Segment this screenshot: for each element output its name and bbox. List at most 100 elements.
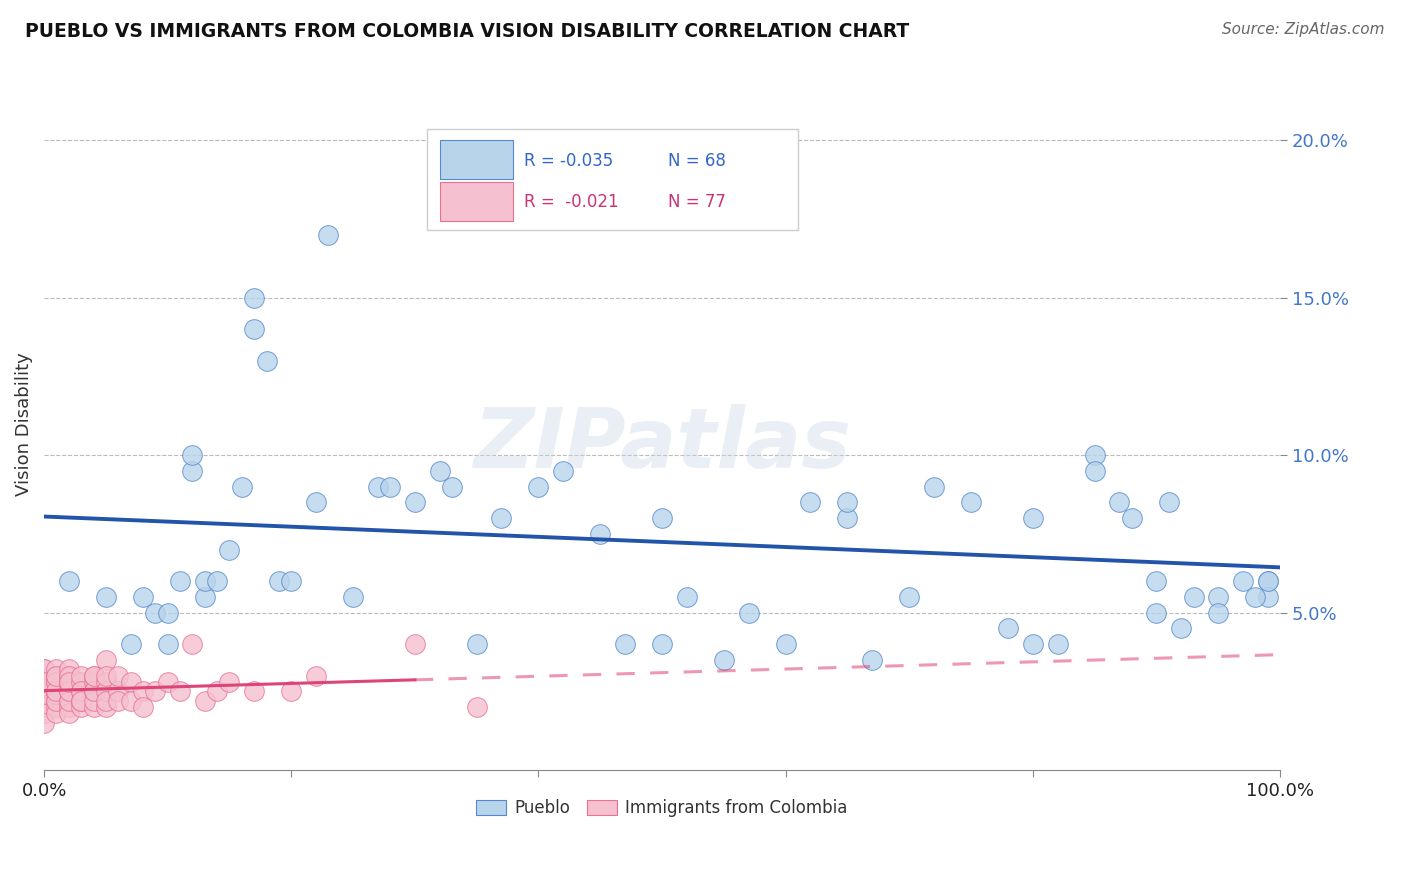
Point — [45, 706, 67, 721]
Point — [837, 495, 859, 509]
Point — [860, 653, 883, 667]
Point — [58, 700, 80, 714]
Point — [45, 684, 67, 698]
Point — [1206, 590, 1229, 604]
Point — [1170, 621, 1192, 635]
Point — [94, 700, 117, 714]
Point — [70, 700, 93, 714]
Point — [58, 668, 80, 682]
Point — [58, 706, 80, 721]
Point — [243, 322, 266, 336]
Point — [1232, 574, 1254, 588]
Text: PUEBLO VS IMMIGRANTS FROM COLOMBIA VISION DISABILITY CORRELATION CHART: PUEBLO VS IMMIGRANTS FROM COLOMBIA VISIO… — [25, 22, 910, 41]
Point — [132, 700, 155, 714]
Point — [83, 668, 105, 682]
Point — [132, 590, 155, 604]
Point — [651, 637, 673, 651]
Point — [32, 715, 55, 730]
Point — [70, 668, 93, 682]
Legend: Pueblo, Immigrants from Colombia: Pueblo, Immigrants from Colombia — [470, 793, 855, 824]
Point — [45, 674, 67, 689]
Point — [32, 674, 55, 689]
Point — [898, 590, 921, 604]
Point — [107, 684, 129, 698]
Point — [120, 674, 142, 689]
Point — [256, 353, 278, 368]
Point — [32, 688, 55, 702]
Point — [32, 674, 55, 689]
Point — [45, 688, 67, 702]
Point — [94, 674, 117, 689]
Point — [58, 674, 80, 689]
Point — [1144, 574, 1167, 588]
Point — [83, 700, 105, 714]
Text: Source: ZipAtlas.com: Source: ZipAtlas.com — [1222, 22, 1385, 37]
Point — [280, 684, 302, 698]
Point — [218, 542, 240, 557]
Point — [58, 684, 80, 698]
Point — [94, 653, 117, 667]
Point — [181, 464, 204, 478]
Point — [58, 684, 80, 698]
Point — [107, 694, 129, 708]
Point — [70, 684, 93, 698]
Point — [45, 694, 67, 708]
Point — [1182, 590, 1205, 604]
Point — [94, 668, 117, 682]
Point — [58, 694, 80, 708]
Point — [83, 684, 105, 698]
Point — [1257, 590, 1279, 604]
Point — [156, 606, 179, 620]
Point — [775, 133, 797, 147]
Point — [243, 291, 266, 305]
Point — [156, 674, 179, 689]
Point — [1022, 511, 1045, 525]
Point — [231, 480, 253, 494]
Point — [465, 637, 488, 651]
Point — [107, 668, 129, 682]
Point — [32, 668, 55, 682]
Point — [305, 668, 328, 682]
Point — [922, 480, 945, 494]
Point — [342, 590, 364, 604]
Point — [367, 480, 389, 494]
Point — [83, 684, 105, 698]
Point — [83, 694, 105, 708]
Point — [280, 574, 302, 588]
Point — [1244, 590, 1267, 604]
Point — [45, 662, 67, 676]
Point — [169, 574, 191, 588]
Point — [651, 511, 673, 525]
Point — [194, 590, 217, 604]
Point — [32, 662, 55, 676]
Point — [675, 590, 697, 604]
Point — [58, 574, 80, 588]
Point — [58, 684, 80, 698]
Point — [429, 464, 451, 478]
Point — [32, 694, 55, 708]
Point — [465, 700, 488, 714]
Point — [960, 495, 983, 509]
Point — [1157, 495, 1180, 509]
Point — [775, 637, 797, 651]
Point — [404, 495, 426, 509]
Point — [837, 511, 859, 525]
Point — [143, 606, 166, 620]
Point — [45, 684, 67, 698]
Point — [318, 227, 340, 242]
Y-axis label: Vision Disability: Vision Disability — [15, 351, 32, 496]
Point — [58, 668, 80, 682]
Point — [1257, 574, 1279, 588]
Point — [58, 678, 80, 692]
Point — [378, 480, 401, 494]
Point — [1108, 495, 1130, 509]
Point — [194, 574, 217, 588]
Point — [713, 653, 735, 667]
Point — [205, 574, 228, 588]
Point — [45, 668, 67, 682]
Point — [45, 694, 67, 708]
FancyBboxPatch shape — [440, 140, 513, 179]
Point — [440, 480, 463, 494]
Point — [205, 684, 228, 698]
Point — [70, 694, 93, 708]
